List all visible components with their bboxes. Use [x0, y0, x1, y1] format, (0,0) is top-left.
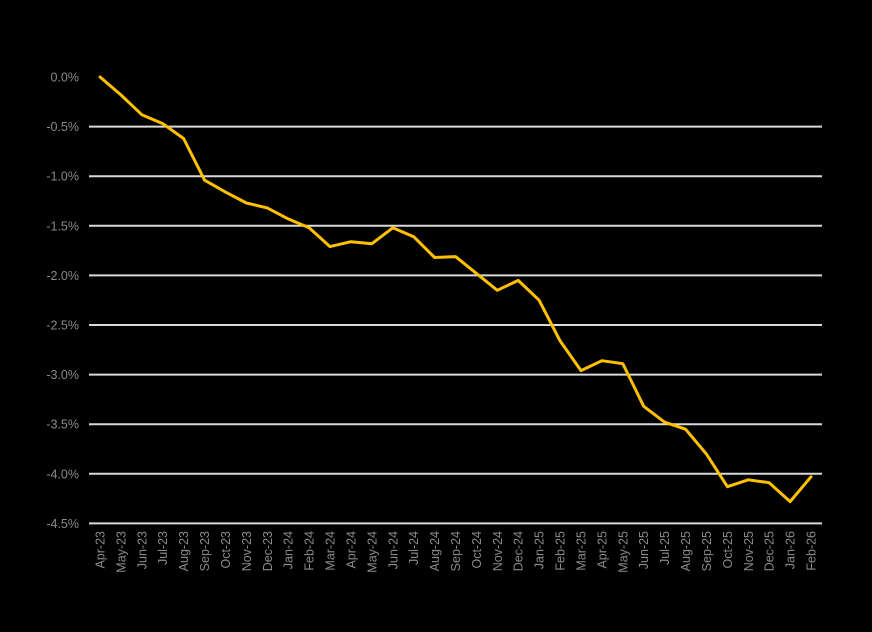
y-tick-label: -2.5%	[46, 319, 79, 333]
x-tick-label: Apr-24	[344, 531, 358, 569]
x-tick-label: Dec-25	[763, 531, 777, 571]
x-tick-label: Nov-25	[742, 531, 756, 571]
x-tick-label: Sep-23	[198, 531, 212, 571]
y-tick-label: -0.5%	[46, 120, 79, 134]
x-tick-label: Aug-23	[177, 531, 191, 571]
x-tick-label: Apr-23	[94, 531, 108, 569]
y-tick-label: -4.0%	[46, 467, 79, 481]
x-tick-label: Mar-25	[574, 531, 588, 571]
x-tick-label: Jun-24	[386, 531, 400, 569]
x-tick-label: Nov-23	[240, 531, 254, 571]
y-tick-label: 0.0%	[51, 71, 80, 85]
x-tick-label: Jul-24	[407, 531, 421, 565]
x-tick-label: Aug-24	[428, 531, 442, 571]
x-tick-label: Jul-25	[658, 531, 672, 565]
series-layer	[98, 75, 813, 504]
x-tick-label: Sep-25	[700, 531, 714, 571]
y-tick-label: -3.5%	[46, 418, 79, 432]
series-line	[98, 75, 813, 504]
y-tick-label: -4.5%	[46, 517, 79, 531]
x-tick-label: Sep-24	[449, 531, 463, 571]
y-tick-label: -2.0%	[46, 269, 79, 283]
x-tick-label: Dec-24	[512, 531, 526, 571]
x-tick-label: Aug-25	[679, 531, 693, 571]
x-tick-label: Oct-24	[470, 531, 484, 569]
x-tick-label: Jan-26	[784, 531, 798, 569]
x-tick-label: Oct-25	[721, 531, 735, 569]
x-tick-label: May-23	[114, 531, 128, 573]
x-tick-label: Jan-25	[533, 531, 547, 569]
gridlines	[89, 125, 822, 525]
x-tick-label: Feb-25	[554, 531, 568, 571]
x-tick-label: Jan-24	[282, 531, 296, 569]
x-tick-label: May-25	[616, 531, 630, 573]
x-tick-label: Feb-26	[805, 531, 819, 571]
x-tick-label: Nov-24	[491, 531, 505, 571]
x-tick-label: May-24	[365, 531, 379, 573]
x-tick-label: Mar-24	[324, 531, 338, 571]
y-tick-label: -1.5%	[46, 219, 79, 233]
x-tick-label: Dec-23	[261, 531, 275, 571]
x-tick-label: Oct-23	[219, 531, 233, 569]
x-axis-tick-labels: Apr-23 May-23 Jun-23 Jul-23 Aug-23 Sep-23 Oct-…	[94, 531, 819, 573]
x-tick-label: Jul-23	[156, 531, 170, 565]
x-tick-label: Jun-25	[637, 531, 651, 569]
x-tick-label: Apr-25	[595, 531, 609, 569]
y-tick-label: -3.0%	[46, 368, 79, 382]
y-tick-label: -1.0%	[46, 170, 79, 184]
x-tick-label: Jun-23	[135, 531, 149, 569]
x-tick-label: Feb-24	[303, 531, 317, 571]
y-axis-tick-labels: 0.0% -0.5% -1.0% -1.5% -2.0% -2.5% -3.0% -3.5% -…	[46, 71, 79, 531]
